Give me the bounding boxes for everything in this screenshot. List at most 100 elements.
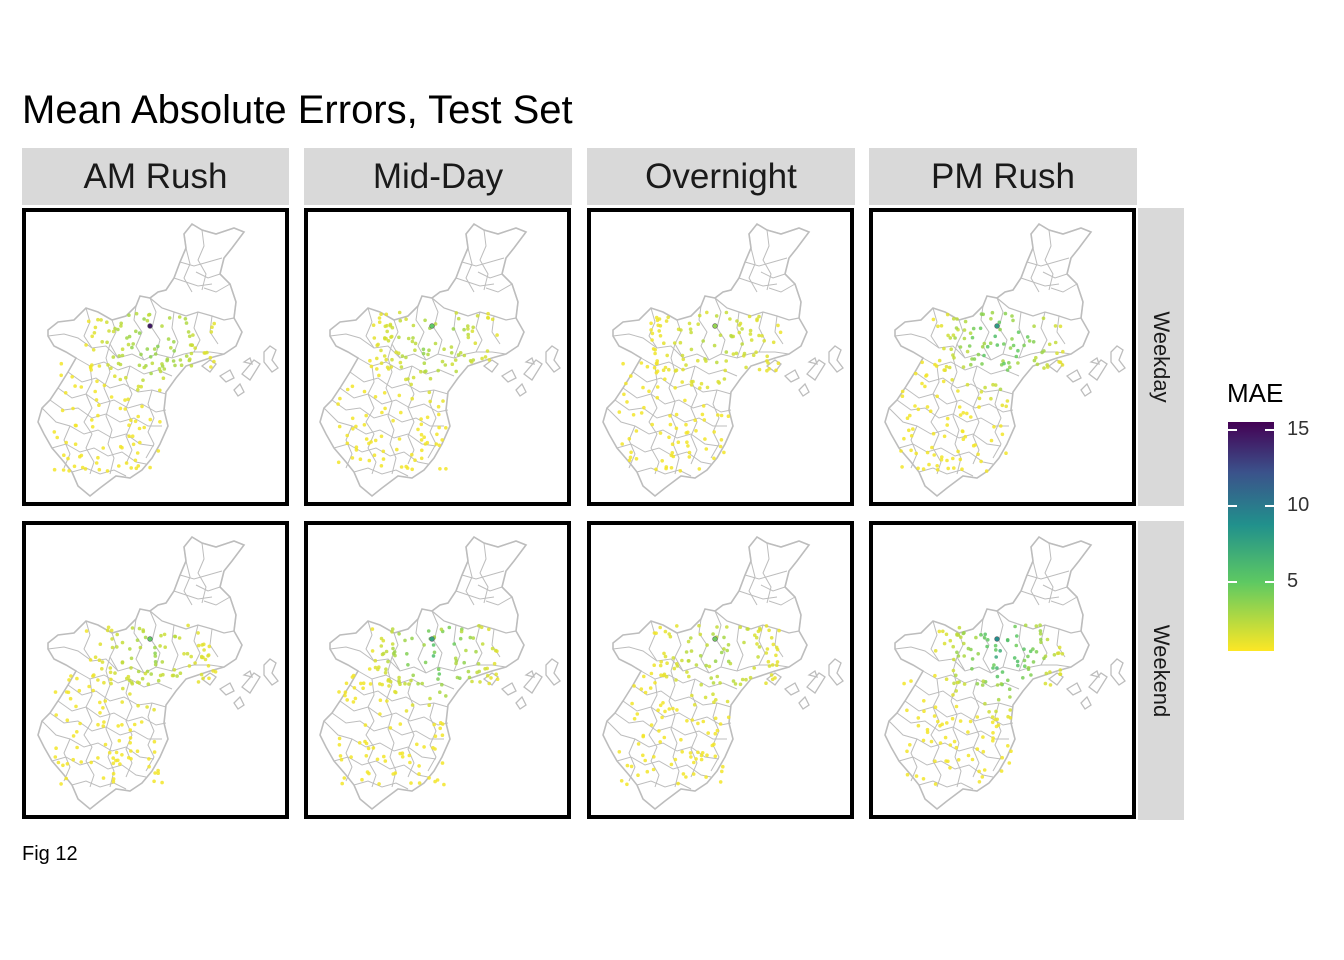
tract-boundary (329, 646, 507, 674)
tract-boundary (914, 684, 1014, 708)
station-point (101, 446, 105, 450)
station-point (905, 772, 910, 777)
tract-boundary (353, 780, 409, 790)
station-point (642, 405, 646, 410)
tract-boundary (616, 443, 712, 465)
station-point (416, 427, 420, 432)
station-point (100, 660, 105, 664)
station-point (692, 760, 696, 765)
tract-boundary (145, 389, 155, 459)
station-point (1026, 667, 1031, 671)
station-point (384, 312, 389, 317)
station-point (428, 696, 432, 701)
station-point (701, 719, 706, 724)
station-point (1058, 324, 1063, 329)
station-point (994, 648, 998, 652)
station-point (916, 407, 921, 412)
station-point (769, 636, 774, 640)
station-point (433, 322, 438, 326)
station-point (410, 339, 415, 344)
harbor-island (1080, 695, 1092, 710)
station-point (120, 347, 125, 351)
station-point (954, 689, 958, 693)
station-point (933, 705, 938, 709)
station-point (764, 624, 769, 628)
station-point (673, 386, 677, 390)
station-point (398, 722, 403, 726)
station-point (952, 466, 956, 470)
station-point (639, 411, 644, 415)
station-point (943, 735, 948, 740)
station-point (950, 378, 954, 382)
station-point (731, 352, 736, 356)
station-point (652, 631, 657, 635)
station-point (645, 364, 650, 369)
station-point (130, 345, 134, 350)
station-point (74, 704, 78, 709)
station-point (431, 654, 436, 658)
station-point (982, 636, 987, 640)
legend-tick-right (1265, 581, 1274, 584)
station-point (1032, 358, 1037, 363)
station-point (71, 734, 76, 738)
station-point (119, 321, 123, 326)
tract-boundary (49, 399, 162, 427)
station-point (652, 755, 656, 759)
station-point (698, 386, 702, 390)
station-point (1023, 664, 1027, 668)
station-point (634, 429, 639, 433)
station-point (748, 332, 753, 336)
station-point (909, 679, 913, 683)
tract-boundary (173, 277, 213, 287)
station-point (757, 333, 761, 338)
station-point (980, 362, 984, 366)
station-point (111, 756, 115, 760)
tract-boundary (898, 756, 994, 778)
station-point (704, 775, 708, 779)
station-point (437, 425, 441, 430)
chart-title: Mean Absolute Errors, Test Set (22, 88, 573, 132)
station-point (653, 351, 657, 356)
tract-boundary (714, 297, 726, 355)
station-point (209, 365, 213, 369)
harbor-island (263, 658, 279, 686)
station-point (148, 417, 153, 422)
station-point (749, 338, 754, 342)
station-point (145, 669, 150, 674)
station-point (755, 642, 759, 646)
station-point (206, 654, 210, 658)
station-point (201, 676, 205, 681)
tract-boundary (760, 271, 786, 279)
station-point (138, 645, 143, 650)
station-point (1000, 670, 1005, 674)
station-point (686, 444, 690, 448)
tract-boundary (197, 542, 207, 604)
tract-boundary (760, 584, 786, 592)
station-point (690, 693, 694, 698)
station-point (940, 455, 944, 459)
station-point (629, 374, 633, 378)
station-point (388, 726, 393, 730)
station-point (723, 368, 727, 373)
station-point (109, 628, 114, 633)
station-point (436, 667, 441, 671)
tract-boundary (67, 684, 167, 708)
station-point (662, 651, 666, 656)
station-point (1016, 663, 1020, 668)
station-point (719, 650, 724, 655)
station-point (690, 718, 695, 722)
tract-boundary (950, 656, 962, 788)
station-point (390, 357, 394, 362)
station-point (153, 645, 157, 650)
station-point (689, 330, 693, 335)
station-point (449, 351, 454, 355)
tract-boundary (183, 247, 193, 293)
tract-boundary (83, 307, 93, 349)
station-point (664, 466, 668, 471)
station-point (687, 321, 692, 326)
legend-tick-right (1265, 428, 1274, 431)
tract-boundary (193, 311, 201, 353)
station-point (91, 688, 95, 693)
station-point (161, 672, 165, 677)
station-point (345, 698, 349, 702)
